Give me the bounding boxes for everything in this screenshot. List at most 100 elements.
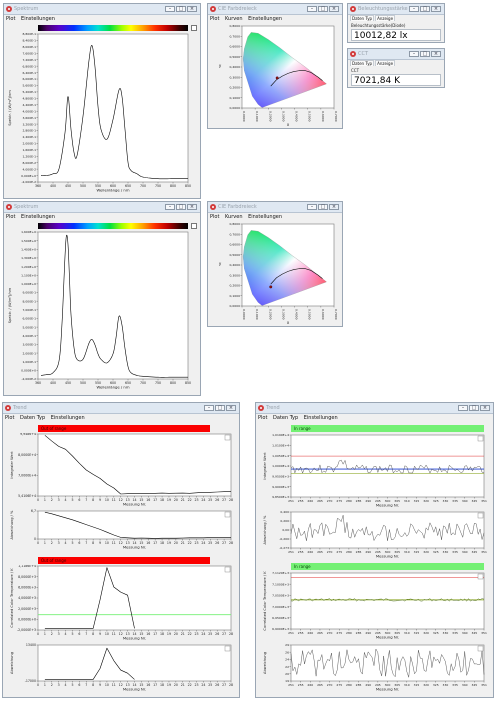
x-tick-label: 260 — [307, 631, 313, 635]
menu-plot[interactable]: Plot — [258, 415, 268, 421]
x-tick-label: 11 — [112, 683, 116, 687]
tab-display[interactable]: Anzeige — [375, 15, 396, 21]
x-tick-label: 650 — [125, 381, 131, 385]
title-bar[interactable]: CIE Farbdreieck – □ × — [208, 202, 342, 213]
x-tick-label: 255 — [298, 683, 304, 687]
x-tick-label: 800 — [170, 184, 176, 188]
menu-plot[interactable]: Plot — [6, 214, 16, 220]
maximize-icon[interactable]: □ — [176, 6, 186, 12]
menu-bar: Plot Einstellungen — [4, 213, 200, 221]
minimize-icon[interactable]: – — [307, 204, 317, 210]
tab-display[interactable]: Anzeige — [375, 60, 396, 66]
x-tick-label: 275 — [336, 550, 342, 554]
close-icon[interactable]: × — [480, 405, 490, 411]
menu-data-type[interactable]: Daten Typ — [20, 415, 46, 421]
x-tick-label: 345 — [471, 683, 477, 687]
tab-data-type[interactable]: Daten Typ — [350, 60, 375, 66]
x-tick-label: 0,4000 — [295, 111, 299, 122]
title-bar[interactable]: Beleuchtungsstärke – □ × — [348, 4, 444, 15]
x-tick-label: 20 — [174, 541, 178, 545]
x-tick-label: 24 — [201, 541, 205, 545]
menu-settings[interactable]: Einstellungen — [50, 415, 85, 421]
y-tick-label: 5,200E-1 — [23, 90, 37, 94]
close-icon[interactable]: × — [329, 204, 339, 210]
menu-settings[interactable]: Einstellungen — [21, 214, 55, 220]
maximize-icon[interactable]: □ — [420, 6, 430, 12]
x-tick-label: 1 — [44, 541, 46, 545]
title-bar[interactable]: CIE Farbdreieck – □ × — [208, 4, 342, 15]
title-bar[interactable]: CCT – □ × — [348, 49, 444, 60]
menu-plot[interactable]: Plot — [210, 214, 220, 220]
x-tick-label: 27 — [222, 683, 226, 687]
x-tick-label: 15 — [139, 541, 143, 545]
close-icon[interactable]: × — [431, 6, 441, 12]
x-tick-label: 340 — [462, 499, 468, 503]
window-title: Beleuchtungsstärke — [358, 6, 408, 12]
y-axis-title: Correlated Color Temperature / K — [10, 568, 14, 628]
y-tick-label: 6,000E-1 — [23, 317, 37, 321]
menu-settings[interactable]: Einstellungen — [21, 16, 55, 22]
menu-plot[interactable]: Plot — [6, 16, 16, 22]
y-tick-label: 2,0000E+3 — [18, 607, 36, 611]
y-tick-label: 9,9486+4 — [20, 433, 36, 436]
maximize-icon[interactable]: □ — [469, 405, 479, 411]
menu-plot[interactable]: Plot — [5, 415, 15, 421]
x-tick-label: 450 — [65, 184, 71, 188]
plot-area — [37, 433, 232, 497]
x-tick-label: 5 — [71, 632, 73, 636]
close-icon[interactable]: × — [431, 51, 441, 57]
x-tick-label: 275 — [336, 683, 342, 687]
minimize-icon[interactable]: – — [204, 405, 214, 411]
x-tick-label: 265 — [317, 683, 323, 687]
title-bar[interactable]: Spektrum – □ × — [4, 202, 200, 213]
x-tick-label: 4 — [65, 541, 67, 545]
x-tick-label: 305 — [394, 499, 400, 503]
tab-data-type[interactable]: Daten Typ — [350, 15, 375, 21]
minimize-icon[interactable]: – — [409, 6, 419, 12]
trend-series-line — [44, 511, 232, 539]
close-icon[interactable]: × — [187, 204, 197, 210]
menu-settings[interactable]: Einstellungen — [248, 16, 282, 22]
menu-curves[interactable]: Kurven — [225, 214, 243, 220]
close-icon[interactable]: × — [226, 405, 236, 411]
y-tick-label: 22 — [285, 665, 289, 669]
minimize-icon[interactable]: – — [165, 6, 175, 12]
close-icon[interactable]: × — [187, 6, 197, 12]
maximize-icon[interactable]: □ — [420, 51, 430, 57]
y-tick-label: 4,000E-2 — [23, 167, 37, 171]
x-tick-label: 340 — [462, 631, 468, 635]
minimize-icon[interactable]: – — [165, 204, 175, 210]
maximize-icon[interactable]: □ — [318, 204, 328, 210]
maximize-icon[interactable]: □ — [215, 405, 225, 411]
x-tick-label: 360 — [35, 381, 41, 385]
x-tick-label: 700 — [140, 381, 146, 385]
x-tick-label: 20 — [174, 498, 178, 502]
minimize-icon[interactable]: – — [307, 6, 317, 12]
x-tick-label: 800 — [170, 381, 176, 385]
menu-settings[interactable]: Einstellungen — [248, 214, 282, 220]
x-tick-label: 16 — [146, 683, 150, 687]
maximize-icon[interactable]: □ — [176, 204, 186, 210]
menu-plot[interactable]: Plot — [210, 16, 220, 22]
x-tick-label: 325 — [433, 499, 439, 503]
spectrum-color-bar — [38, 25, 188, 31]
y-tick-label: -0,273 — [279, 546, 289, 550]
plot-options-button[interactable] — [191, 223, 197, 229]
y-tick-label: 29 — [285, 643, 289, 647]
x-tick-label: 310 — [404, 499, 410, 503]
x-tick-label: 5 — [71, 541, 73, 545]
title-bar[interactable]: Spektrum – □ × — [4, 4, 200, 15]
menu-settings[interactable]: Einstellungen — [303, 415, 338, 421]
y-tick-label: 7,0000E+4 — [18, 474, 36, 478]
minimize-icon[interactable]: – — [409, 51, 419, 57]
menu-data-type[interactable]: Daten Typ — [273, 415, 299, 421]
maximize-icon[interactable]: □ — [318, 6, 328, 12]
y-tick-label: 0,2000 — [230, 284, 241, 288]
minimize-icon[interactable]: – — [458, 405, 468, 411]
title-bar[interactable]: Trend – □ × — [3, 403, 239, 414]
title-bar[interactable]: Trend – □ × — [256, 403, 493, 414]
x-tick-label: 0 — [37, 498, 39, 502]
plot-options-button[interactable] — [191, 25, 197, 31]
close-icon[interactable]: × — [329, 6, 339, 12]
menu-curves[interactable]: Kurven — [225, 16, 243, 22]
